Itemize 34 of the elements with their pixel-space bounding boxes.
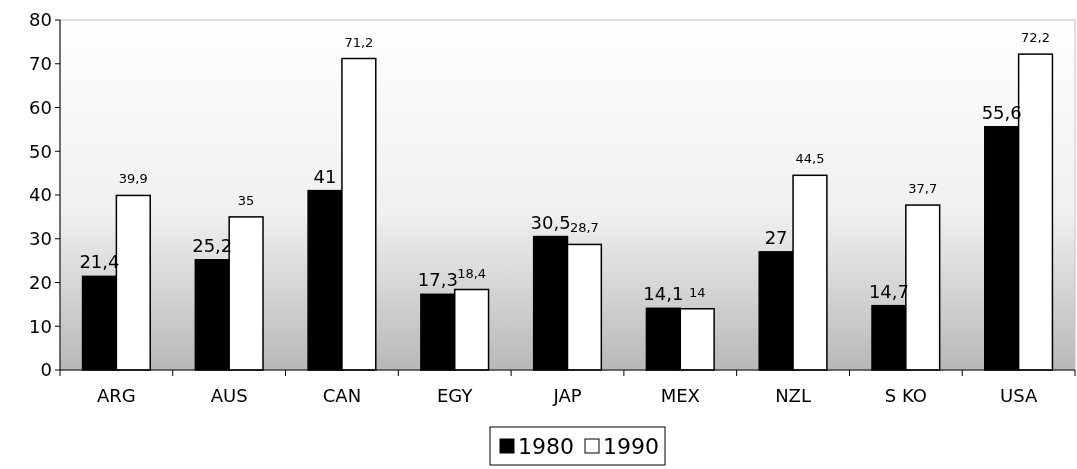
data-label: 27 <box>764 226 788 248</box>
data-label: 72,2 <box>1021 30 1050 46</box>
data-label: 18,4 <box>457 265 487 281</box>
x-tick-label: ARG <box>97 385 136 406</box>
y-tick-label: 10 <box>29 315 52 337</box>
data-label: 28,7 <box>569 220 599 236</box>
data-label: 37,7 <box>908 181 938 197</box>
x-tick-label: S KO <box>884 385 927 406</box>
x-tick-label: MEX <box>660 385 700 406</box>
x-tick-label: AUS <box>210 385 248 406</box>
x-tick-label: EGY <box>437 385 474 406</box>
data-label: 14,1 <box>643 283 684 305</box>
data-label: 17,3 <box>417 269 458 291</box>
y-tick-label: 50 <box>29 140 52 162</box>
x-tick-label: USA <box>999 385 1038 406</box>
x-tick-label: JAP <box>552 385 582 406</box>
data-label: 71,2 <box>344 34 374 50</box>
y-tick-label: 0 <box>40 359 52 381</box>
y-tick-label: 20 <box>29 271 52 293</box>
data-label: 44,5 <box>795 151 825 167</box>
y-tick-label: 30 <box>29 228 52 250</box>
data-label: 41 <box>313 165 337 187</box>
y-tick-label: 60 <box>29 96 52 118</box>
y-tick-label: 80 <box>29 9 52 31</box>
x-tick-label: NZL <box>775 385 811 406</box>
data-label: 39,9 <box>118 171 148 187</box>
legend-label: 1980 <box>518 433 574 459</box>
y-tick-label: 70 <box>29 53 52 75</box>
data-label: 35 <box>237 192 255 208</box>
data-label: 14 <box>688 284 706 300</box>
legend-label: 1990 <box>603 433 659 459</box>
y-tick-label: 40 <box>29 184 52 206</box>
data-label: 30,5 <box>530 211 571 233</box>
x-tick-label: CAN <box>322 385 362 406</box>
